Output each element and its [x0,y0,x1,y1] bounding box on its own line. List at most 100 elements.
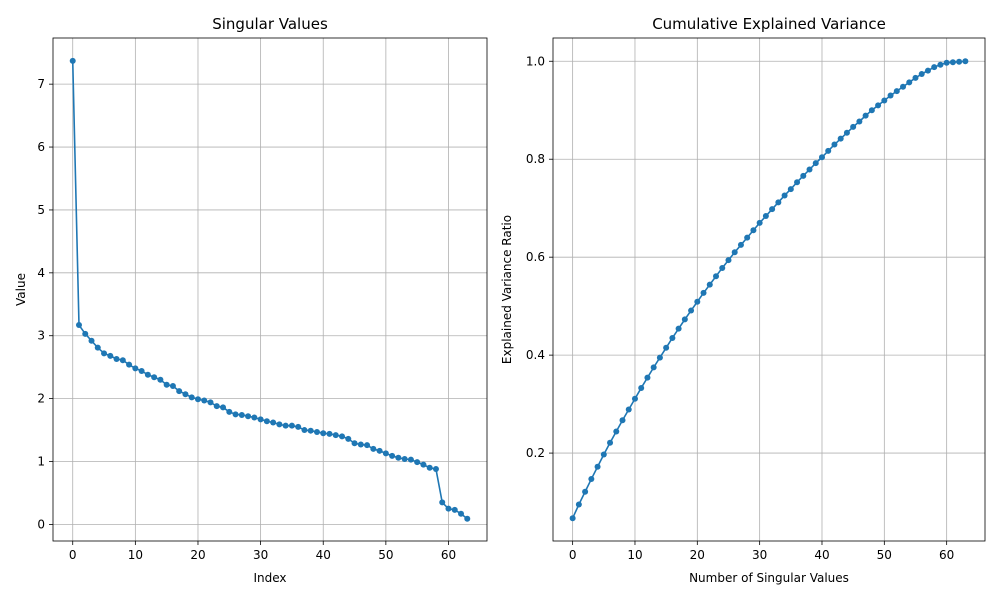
y-tick-label: 3 [37,329,45,343]
data-point [163,381,170,388]
data-point [656,354,663,361]
data-point [407,456,414,463]
data-point [126,361,133,368]
data-point [138,367,145,374]
data-point [188,394,195,401]
data-point [681,316,688,323]
data-point [351,440,358,447]
data-point [669,334,676,341]
data-point [420,461,427,468]
data-point [675,325,682,332]
left-chart-panel: 0 10 20 30 40 50 60 0 1 2 3 4 5 6 7 Singular Values Inde… [14,15,488,585]
data-point [339,433,346,440]
data-point [389,452,396,459]
chart-title: Singular Values [212,15,328,33]
data-point [313,428,320,435]
data-point [906,79,913,86]
x-axis-label: Number of Singular Values [689,571,849,585]
data-point [607,439,614,446]
data-point [613,428,620,435]
data-point [569,515,576,522]
data-point [912,74,919,81]
data-point [600,451,607,458]
data-point [694,298,701,305]
x-tick-label: 20 [690,548,705,562]
data-point [288,422,295,429]
data-point [307,427,314,434]
data-point [806,166,813,173]
y-tick-label: 0.8 [526,152,545,166]
data-point [238,411,245,418]
data-point [756,219,763,226]
data-point [401,455,408,462]
data-point [881,97,888,104]
data-point [257,416,264,423]
x-tick-label: 60 [441,548,456,562]
data-point [213,403,220,410]
data-point [631,395,638,402]
x-tick-label: 10 [627,548,642,562]
data-point [263,418,270,425]
data-point [332,432,339,439]
axes-frame [52,37,488,542]
data-point [320,430,327,437]
data-point [151,374,158,381]
y-tick-label: 4 [37,266,45,280]
data-point [731,249,738,256]
data-point [464,515,471,522]
data-point [663,344,670,351]
data-point [157,376,164,383]
data-point [856,118,863,125]
data-point [370,445,377,452]
data-point [924,67,931,74]
data-point [781,192,788,199]
data-point [232,411,239,418]
y-tick-label: 1.0 [526,54,545,68]
data-point [688,307,695,314]
x-tick-label: 50 [378,548,393,562]
x-tick-label: 0 [69,548,77,562]
data-point [94,344,101,351]
data-point [706,281,713,288]
data-point [364,442,371,449]
data-point [900,83,907,90]
chart-title: Cumulative Explained Variance [652,15,886,33]
y-tick-label: 0.6 [526,250,545,264]
x-tick-label: 30 [253,548,268,562]
x-tick-label: 30 [752,548,767,562]
data-point [588,476,595,483]
data-point [439,499,446,506]
y-tick-label: 0 [37,517,45,531]
data-point [414,459,421,466]
data-point [787,186,794,193]
data-point [794,179,801,186]
data-point [818,154,825,161]
data-point [169,383,176,390]
data-point [943,59,950,66]
data-point [769,206,776,213]
data-point [962,58,969,65]
data-point [226,408,233,415]
data-point [345,435,352,442]
y-tick-label: 2 [37,392,45,406]
data-point [270,419,277,426]
x-tick-label: 10 [128,548,143,562]
data-point [301,427,308,434]
data-point [144,371,151,378]
x-tick-label: 40 [814,548,829,562]
data-point [862,112,869,119]
data-point [101,350,108,357]
y-axis-label: Value [14,273,28,306]
data-point [713,273,720,280]
x-tick-label: 20 [190,548,205,562]
data-point [775,199,782,206]
data-point [949,59,956,66]
data-point [887,92,894,99]
data-point [850,123,857,130]
data-point [744,234,751,241]
data-point [619,417,626,424]
data-point [650,364,657,371]
data-point [107,352,114,359]
data-point [458,510,465,517]
